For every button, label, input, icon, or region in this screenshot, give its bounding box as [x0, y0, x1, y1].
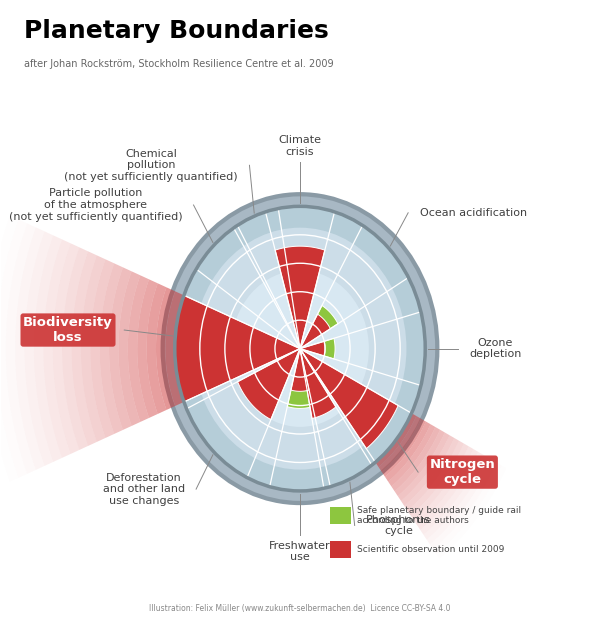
Polygon shape: [100, 263, 123, 434]
Polygon shape: [71, 251, 97, 446]
Polygon shape: [247, 326, 300, 371]
Ellipse shape: [175, 206, 425, 491]
Polygon shape: [388, 424, 435, 487]
Text: Climate
crisis: Climate crisis: [278, 135, 322, 157]
Polygon shape: [300, 348, 343, 392]
Polygon shape: [300, 306, 338, 348]
Polygon shape: [62, 248, 88, 450]
Polygon shape: [156, 287, 175, 410]
Polygon shape: [395, 430, 445, 496]
Polygon shape: [401, 435, 454, 506]
Polygon shape: [282, 275, 318, 348]
Polygon shape: [398, 433, 449, 501]
Polygon shape: [53, 243, 79, 454]
Polygon shape: [391, 427, 440, 491]
Polygon shape: [376, 413, 416, 467]
Polygon shape: [300, 339, 335, 359]
Ellipse shape: [194, 228, 406, 470]
Polygon shape: [385, 422, 431, 482]
Polygon shape: [275, 246, 325, 348]
Polygon shape: [128, 275, 149, 422]
Polygon shape: [90, 259, 114, 438]
Polygon shape: [118, 271, 140, 426]
Text: Scientific observation until 2009: Scientific observation until 2009: [357, 545, 505, 554]
Polygon shape: [238, 348, 300, 420]
Polygon shape: [291, 348, 309, 391]
Text: after Johan Rockström, Stockholm Resilience Centre et al. 2009: after Johan Rockström, Stockholm Resilie…: [24, 59, 334, 69]
Polygon shape: [137, 279, 158, 418]
Ellipse shape: [161, 192, 439, 505]
Ellipse shape: [165, 196, 435, 501]
Polygon shape: [410, 443, 469, 520]
Text: Particle pollution
of the atmosphere
(not yet sufficiently quantified): Particle pollution of the atmosphere (no…: [8, 188, 182, 222]
Text: Illustration: Felix Müller (www.zukunft-selbermachen.de)  Licence CC-BY-SA 4.0: Illustration: Felix Müller (www.zukunft-…: [149, 604, 451, 613]
Text: Chemical
pollution
(not yet sufficiently quantified): Chemical pollution (not yet sufficiently…: [64, 149, 238, 182]
Polygon shape: [166, 292, 184, 406]
Polygon shape: [175, 295, 300, 402]
Polygon shape: [300, 348, 327, 402]
Polygon shape: [300, 348, 398, 449]
Text: Phosphorus
cycle: Phosphorus cycle: [366, 514, 431, 536]
Polygon shape: [109, 267, 131, 430]
Text: Ocean acidification: Ocean acidification: [419, 208, 527, 218]
Polygon shape: [300, 341, 325, 356]
Polygon shape: [43, 240, 71, 458]
Polygon shape: [379, 416, 421, 472]
Polygon shape: [414, 446, 473, 525]
Text: Safe planetary boundary / guide rail
according to the authors: Safe planetary boundary / guide rail acc…: [357, 506, 521, 526]
Text: Biodiversity
loss: Biodiversity loss: [23, 316, 113, 344]
Polygon shape: [300, 348, 336, 418]
Polygon shape: [146, 284, 166, 414]
Polygon shape: [417, 449, 478, 530]
Text: Freshwater
use: Freshwater use: [269, 541, 331, 562]
Text: Nitrogen
cycle: Nitrogen cycle: [430, 458, 495, 486]
Polygon shape: [25, 232, 53, 466]
Polygon shape: [287, 348, 313, 409]
Polygon shape: [253, 348, 300, 403]
Polygon shape: [34, 235, 62, 462]
Text: Planetary Boundaries: Planetary Boundaries: [24, 19, 329, 43]
Polygon shape: [300, 314, 331, 348]
Text: Ozone
depletion: Ozone depletion: [469, 338, 521, 360]
Polygon shape: [407, 441, 464, 516]
Ellipse shape: [231, 271, 369, 427]
Polygon shape: [404, 438, 459, 511]
Polygon shape: [382, 418, 426, 477]
Text: Deforestation
and other land
use changes: Deforestation and other land use changes: [103, 472, 185, 506]
Polygon shape: [81, 256, 106, 442]
Polygon shape: [420, 452, 483, 535]
Polygon shape: [424, 454, 487, 540]
